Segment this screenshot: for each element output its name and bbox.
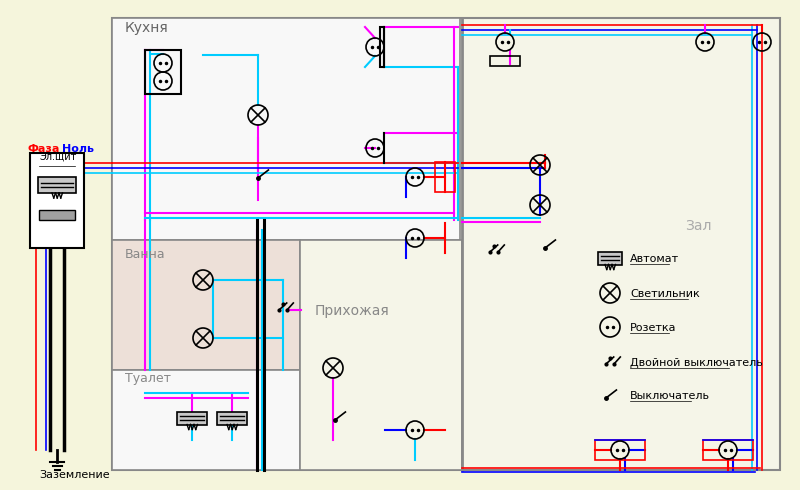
Bar — [112, 18, 460, 240]
Bar — [300, 240, 462, 470]
Text: Туалет: Туалет — [125, 372, 171, 385]
Bar — [703, 440, 753, 460]
Text: Автомат: Автомат — [630, 254, 679, 264]
Text: Фаза: Фаза — [28, 144, 60, 154]
Bar — [595, 440, 645, 460]
Bar — [145, 50, 181, 94]
Text: Двойной выключатель: Двойной выключатель — [630, 358, 762, 368]
Text: Заземление: Заземление — [39, 470, 110, 480]
Text: Зал: Зал — [685, 219, 711, 233]
Bar — [30, 153, 84, 248]
Bar — [217, 412, 247, 424]
Bar — [112, 240, 300, 370]
Bar — [490, 56, 520, 66]
Text: Выключатель: Выключатель — [630, 391, 710, 401]
Bar — [435, 162, 455, 192]
Bar — [598, 251, 622, 265]
Bar — [112, 370, 300, 470]
Text: Ноль: Ноль — [62, 144, 94, 154]
Bar — [39, 210, 75, 220]
Text: Светильник: Светильник — [630, 289, 700, 299]
Bar — [380, 27, 384, 67]
Text: Эл.щит: Эл.щит — [39, 152, 76, 162]
Text: Розетка: Розетка — [630, 323, 677, 333]
Text: Кухня: Кухня — [125, 21, 169, 35]
Bar — [112, 18, 780, 470]
Bar — [38, 177, 76, 193]
Bar — [177, 412, 207, 424]
Text: Ванна: Ванна — [125, 248, 166, 261]
Text: Прихожая: Прихожая — [315, 304, 390, 318]
